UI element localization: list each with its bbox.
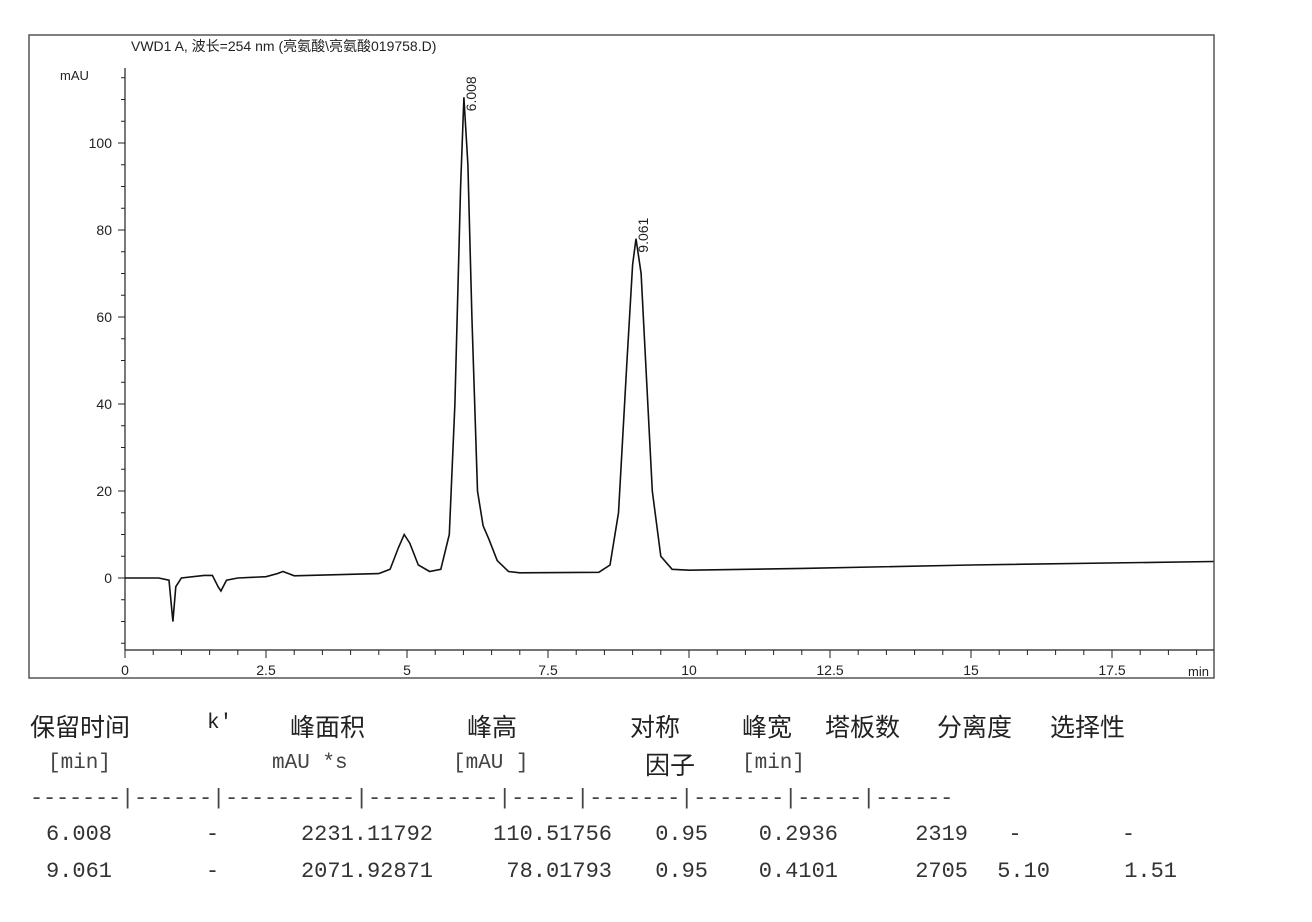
x-tick-label: 12.5 bbox=[816, 662, 843, 678]
table-cell: 0.2936 bbox=[758, 822, 838, 847]
x-tick-label: 2.5 bbox=[256, 662, 276, 678]
table-cell: 9.061 bbox=[45, 859, 112, 884]
y-tick-label: 60 bbox=[96, 309, 112, 325]
table-cell: 5.10 bbox=[997, 859, 1050, 884]
peak-label: 6.008 bbox=[463, 76, 479, 111]
plot-frame bbox=[28, 34, 1215, 679]
table-cell: - bbox=[205, 859, 220, 884]
y-tick-label: 80 bbox=[96, 222, 112, 238]
table-cell: 78.01793 bbox=[506, 859, 612, 884]
header-height: 峰高 bbox=[467, 713, 518, 742]
unit-area: mAU *s bbox=[272, 752, 348, 775]
header-resolution: 分离度 bbox=[937, 713, 1013, 742]
y-tick-label: 20 bbox=[96, 483, 112, 499]
header-area: 峰面积 bbox=[290, 713, 366, 742]
y-tick-label: 0 bbox=[104, 570, 112, 586]
unit-height: [mAU ] bbox=[453, 752, 529, 775]
table-cell: 0.95 bbox=[655, 822, 708, 847]
chromatogram: VWD1 A, 波长=254 nm (亮氨酸\亮氨酸019758.D) mAU … bbox=[28, 34, 1215, 679]
table-cell: - bbox=[1121, 822, 1136, 847]
unit-width: [min] bbox=[742, 752, 806, 775]
header-symmetry-2: 因子 bbox=[645, 751, 696, 780]
x-axis-label: min bbox=[1188, 664, 1209, 679]
header-plates: 塔板数 bbox=[825, 713, 901, 742]
y-tick-label: 100 bbox=[89, 135, 113, 151]
table-cell: - bbox=[1008, 822, 1022, 847]
x-tick-label: 7.5 bbox=[538, 662, 558, 678]
table-cell: 6.008 bbox=[45, 822, 112, 847]
table-cell: 0.4101 bbox=[758, 859, 838, 884]
header-width: 峰宽 bbox=[742, 713, 793, 742]
header-k: k' bbox=[207, 712, 233, 735]
peak-label: 9.061 bbox=[635, 217, 651, 252]
header-symmetry: 对称 bbox=[630, 713, 681, 742]
table-cell: 0.95 bbox=[655, 859, 708, 884]
table-cell: 2071.92871 bbox=[300, 859, 433, 884]
table-cell: - bbox=[205, 822, 220, 847]
table-cell: 1.51 bbox=[1124, 859, 1177, 884]
chart-title: VWD1 A, 波长=254 nm (亮氨酸\亮氨酸019758.D) bbox=[131, 38, 436, 54]
header-retention-time: 保留时间 bbox=[30, 713, 131, 742]
table-cell: 2705 bbox=[915, 859, 968, 884]
x-tick-label: 10 bbox=[681, 662, 697, 678]
table-cell: 2231.11792 bbox=[300, 822, 433, 847]
x-tick-label: 0 bbox=[121, 662, 129, 678]
y-tick-label: 40 bbox=[96, 396, 112, 412]
y-axis-label: mAU bbox=[60, 68, 89, 83]
x-tick-label: 15 bbox=[963, 662, 979, 678]
x-tick-label: 17.5 bbox=[1098, 662, 1125, 678]
header-selectivity: 选择性 bbox=[1050, 713, 1126, 742]
x-tick-label: 5 bbox=[403, 662, 411, 678]
table-separator: -------|------|----------|----------|---… bbox=[30, 786, 954, 811]
trace-line bbox=[125, 97, 1214, 622]
table-cell: 110.51756 bbox=[493, 822, 612, 847]
unit-rt: [min] bbox=[48, 752, 112, 775]
table-cell: 2319 bbox=[915, 822, 968, 847]
